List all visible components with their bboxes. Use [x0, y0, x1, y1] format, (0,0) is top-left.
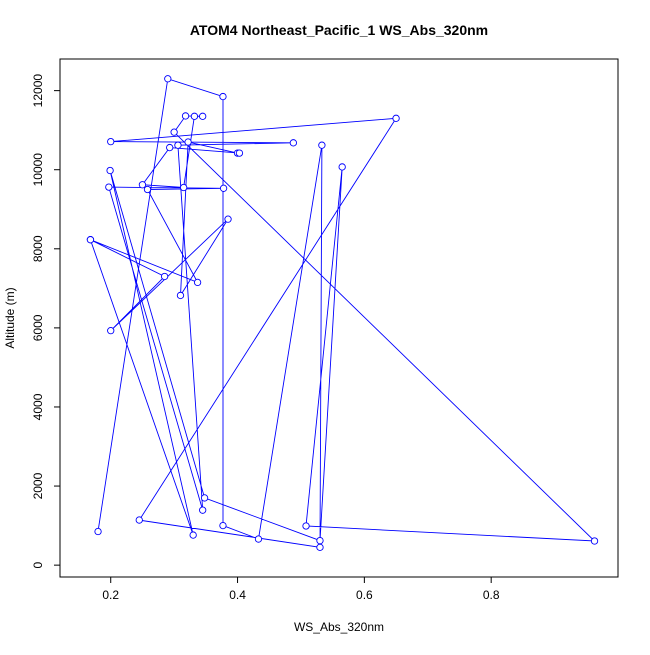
data-point: [200, 494, 209, 502]
y-tick-label: 10000: [31, 153, 45, 187]
data-point: [135, 516, 143, 524]
x-tick-label: 0.2: [102, 588, 119, 602]
y-tick-label: 2000: [31, 472, 45, 499]
data-point: [199, 506, 207, 514]
y-tick-label: 6000: [31, 314, 45, 341]
x-axis: 0.2 0.4 0.6 0.8: [102, 576, 500, 602]
data-point: [190, 112, 199, 120]
x-tick-label: 0.6: [356, 588, 373, 602]
x-axis-label: WS_Abs_320nm: [294, 620, 384, 634]
series-line: [89, 78, 596, 548]
series-layer: [86, 75, 599, 551]
data-point: [94, 527, 102, 536]
data-point: [193, 278, 202, 287]
y-tick-label: 0: [31, 561, 45, 568]
data-point: [189, 531, 197, 539]
data-point: [86, 236, 95, 244]
x-tick-label: 0.4: [229, 588, 246, 602]
data-point: [138, 181, 147, 189]
data-point: [254, 535, 263, 543]
data-point: [316, 543, 324, 551]
data-point: [318, 141, 326, 149]
data-point: [199, 112, 207, 120]
data-point: [106, 166, 114, 175]
y-tick-label: 4000: [31, 393, 45, 420]
data-point: [219, 184, 228, 192]
data-point: [392, 114, 400, 122]
data-point: [160, 272, 169, 281]
chart-title: ATOM4 Northeast_Pacific_1 WS_Abs_320nm: [190, 22, 488, 38]
data-point: [107, 137, 115, 146]
data-point: [590, 537, 599, 545]
data-point: [338, 163, 346, 171]
data-point: [224, 215, 232, 223]
data-point: [170, 128, 178, 136]
y-axis: 0 2000 4000 6000 8000 10000 12000: [31, 74, 61, 568]
data-point: [174, 141, 182, 149]
data-point: [143, 185, 152, 194]
data-point: [184, 138, 192, 146]
data-point: [166, 143, 174, 152]
data-point: [219, 521, 227, 530]
data-point: [235, 149, 244, 157]
x-tick-label: 0.8: [483, 588, 500, 602]
data-point: [107, 327, 115, 335]
data-point: [316, 536, 324, 545]
data-point: [164, 75, 172, 83]
data-point: [105, 183, 113, 191]
data-point: [181, 112, 190, 120]
y-axis-label: Altitude (m): [3, 287, 17, 348]
data-point: [176, 291, 185, 300]
y-tick-label: 8000: [31, 235, 45, 262]
y-tick-label: 12000: [31, 74, 45, 108]
data-point: [219, 92, 227, 101]
data-point: [302, 522, 310, 530]
data-point: [289, 139, 297, 147]
data-point: [179, 183, 188, 192]
